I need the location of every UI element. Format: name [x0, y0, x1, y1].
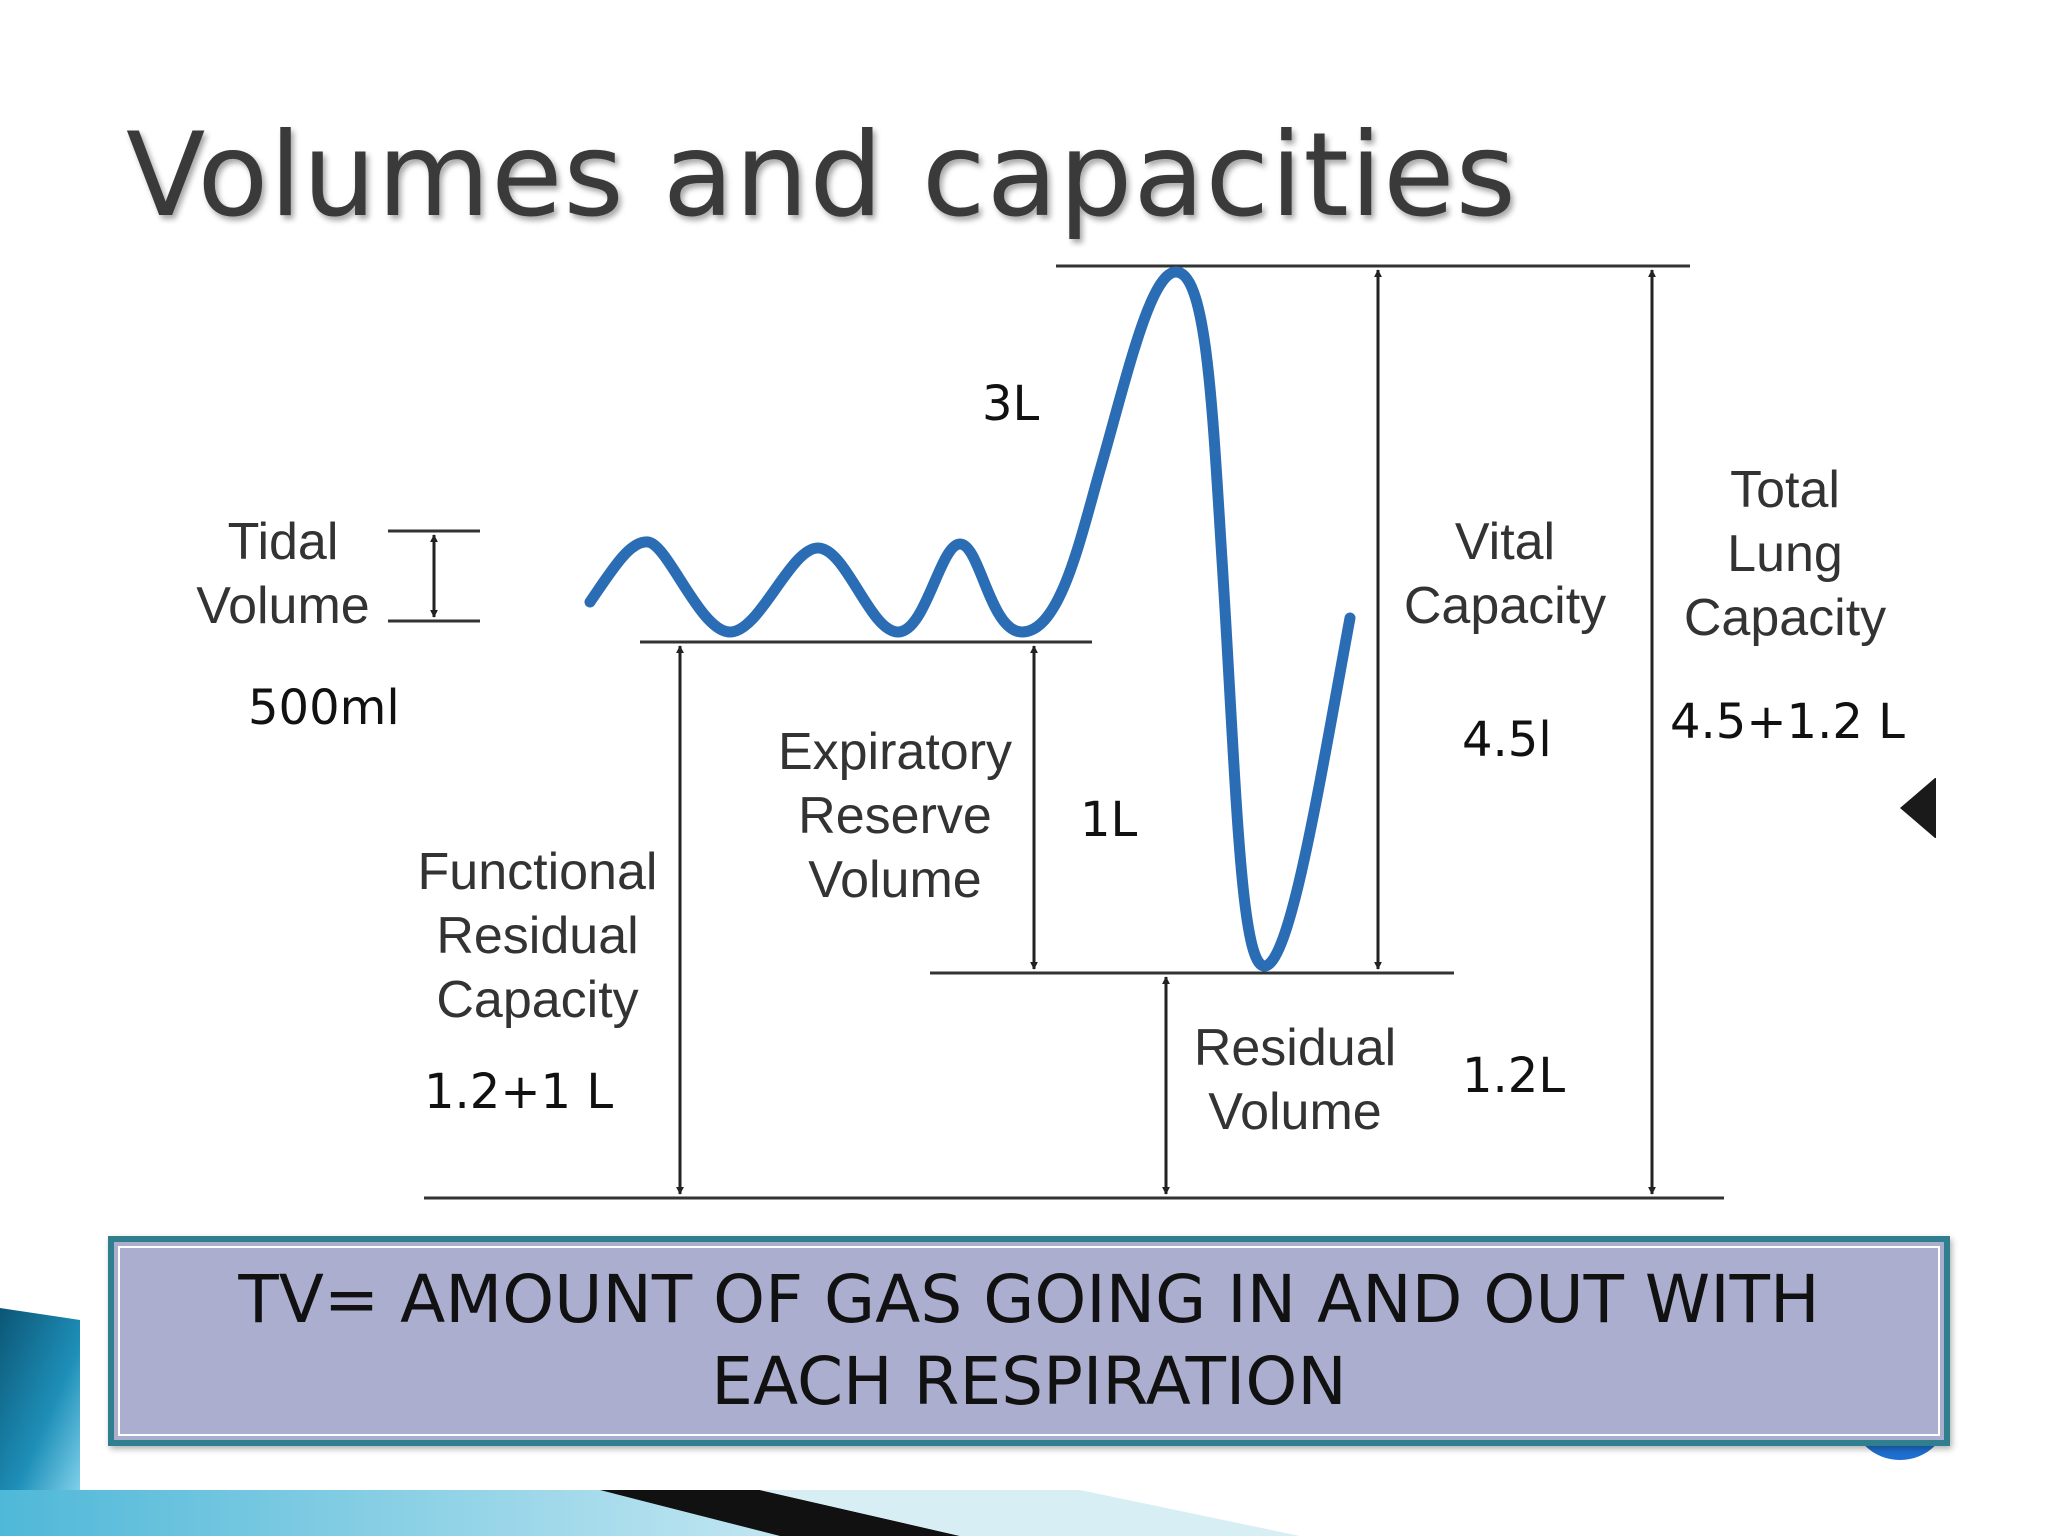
inspiratory-value: 3L [982, 376, 1040, 432]
definition-text: TV= AMOUNT OF GAS GOING IN AND OUT WITH … [238, 1261, 1820, 1420]
total-lung-capacity-label: Total Lung Capacity [1683, 461, 1887, 647]
residual-volume-value: 1.2L [1462, 1048, 1566, 1104]
functional-residual-capacity-label: Functional Residual Capacity [417, 843, 658, 1029]
expiratory-reserve-volume-label: Expiratory Reserve Volume [777, 723, 1013, 909]
residual-volume-label: Residual Volume [1193, 1019, 1397, 1141]
vital-capacity-label: Vital Capacity [1403, 513, 1607, 635]
functional-residual-value: 1.2+1 L [424, 1064, 614, 1120]
expiratory-reserve-value: 1L [1080, 792, 1138, 848]
tidal-volume-label: Tidal Volume [196, 513, 370, 635]
definition-box: TV= AMOUNT OF GAS GOING IN AND OUT WITH … [108, 1236, 1950, 1446]
slide-title: Volumes and capacities [126, 108, 1517, 243]
page-tab-icon [1900, 778, 1936, 838]
vital-capacity-value: 4.5l [1462, 712, 1552, 768]
breathing-curve [584, 266, 1356, 972]
tidal-volume-value: 500ml [248, 680, 400, 736]
total-lung-capacity-value: 4.5+1.2 L [1670, 694, 1905, 750]
